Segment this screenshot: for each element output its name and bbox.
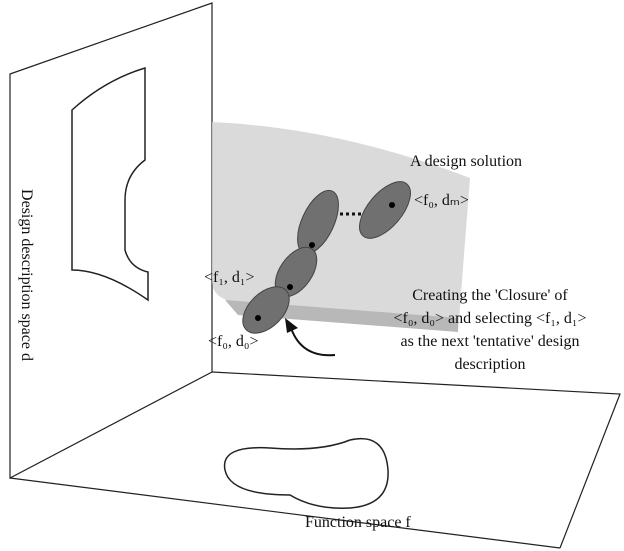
diagram: Design description space d A design solu… [0,0,624,551]
point [255,315,261,321]
point [287,284,293,290]
note-line: as the next 'tentative' design [400,333,579,350]
function-region [225,439,389,509]
end-point-label: <f₀, dₘ> [414,192,469,209]
vertical-axis-label: Design description space d [18,189,35,361]
point [309,242,315,248]
floor-edge [10,478,560,548]
arrow-head [285,318,298,333]
horizontal-axis-label: Function space f [305,514,411,531]
note-line: description [454,356,525,373]
function-plane [212,372,620,548]
note-line: <f₀, d₀> and selecting <f₁, d₁> [393,310,586,327]
point [389,202,395,208]
solution-label: A design solution [410,153,522,170]
next-point-label: <f₁, d₁> [204,269,255,286]
arrow [290,325,335,355]
design-plane [10,3,212,478]
start-point-label: <f₀, d₀> [208,333,259,350]
note-line: Creating the 'Closure' of [412,287,568,304]
